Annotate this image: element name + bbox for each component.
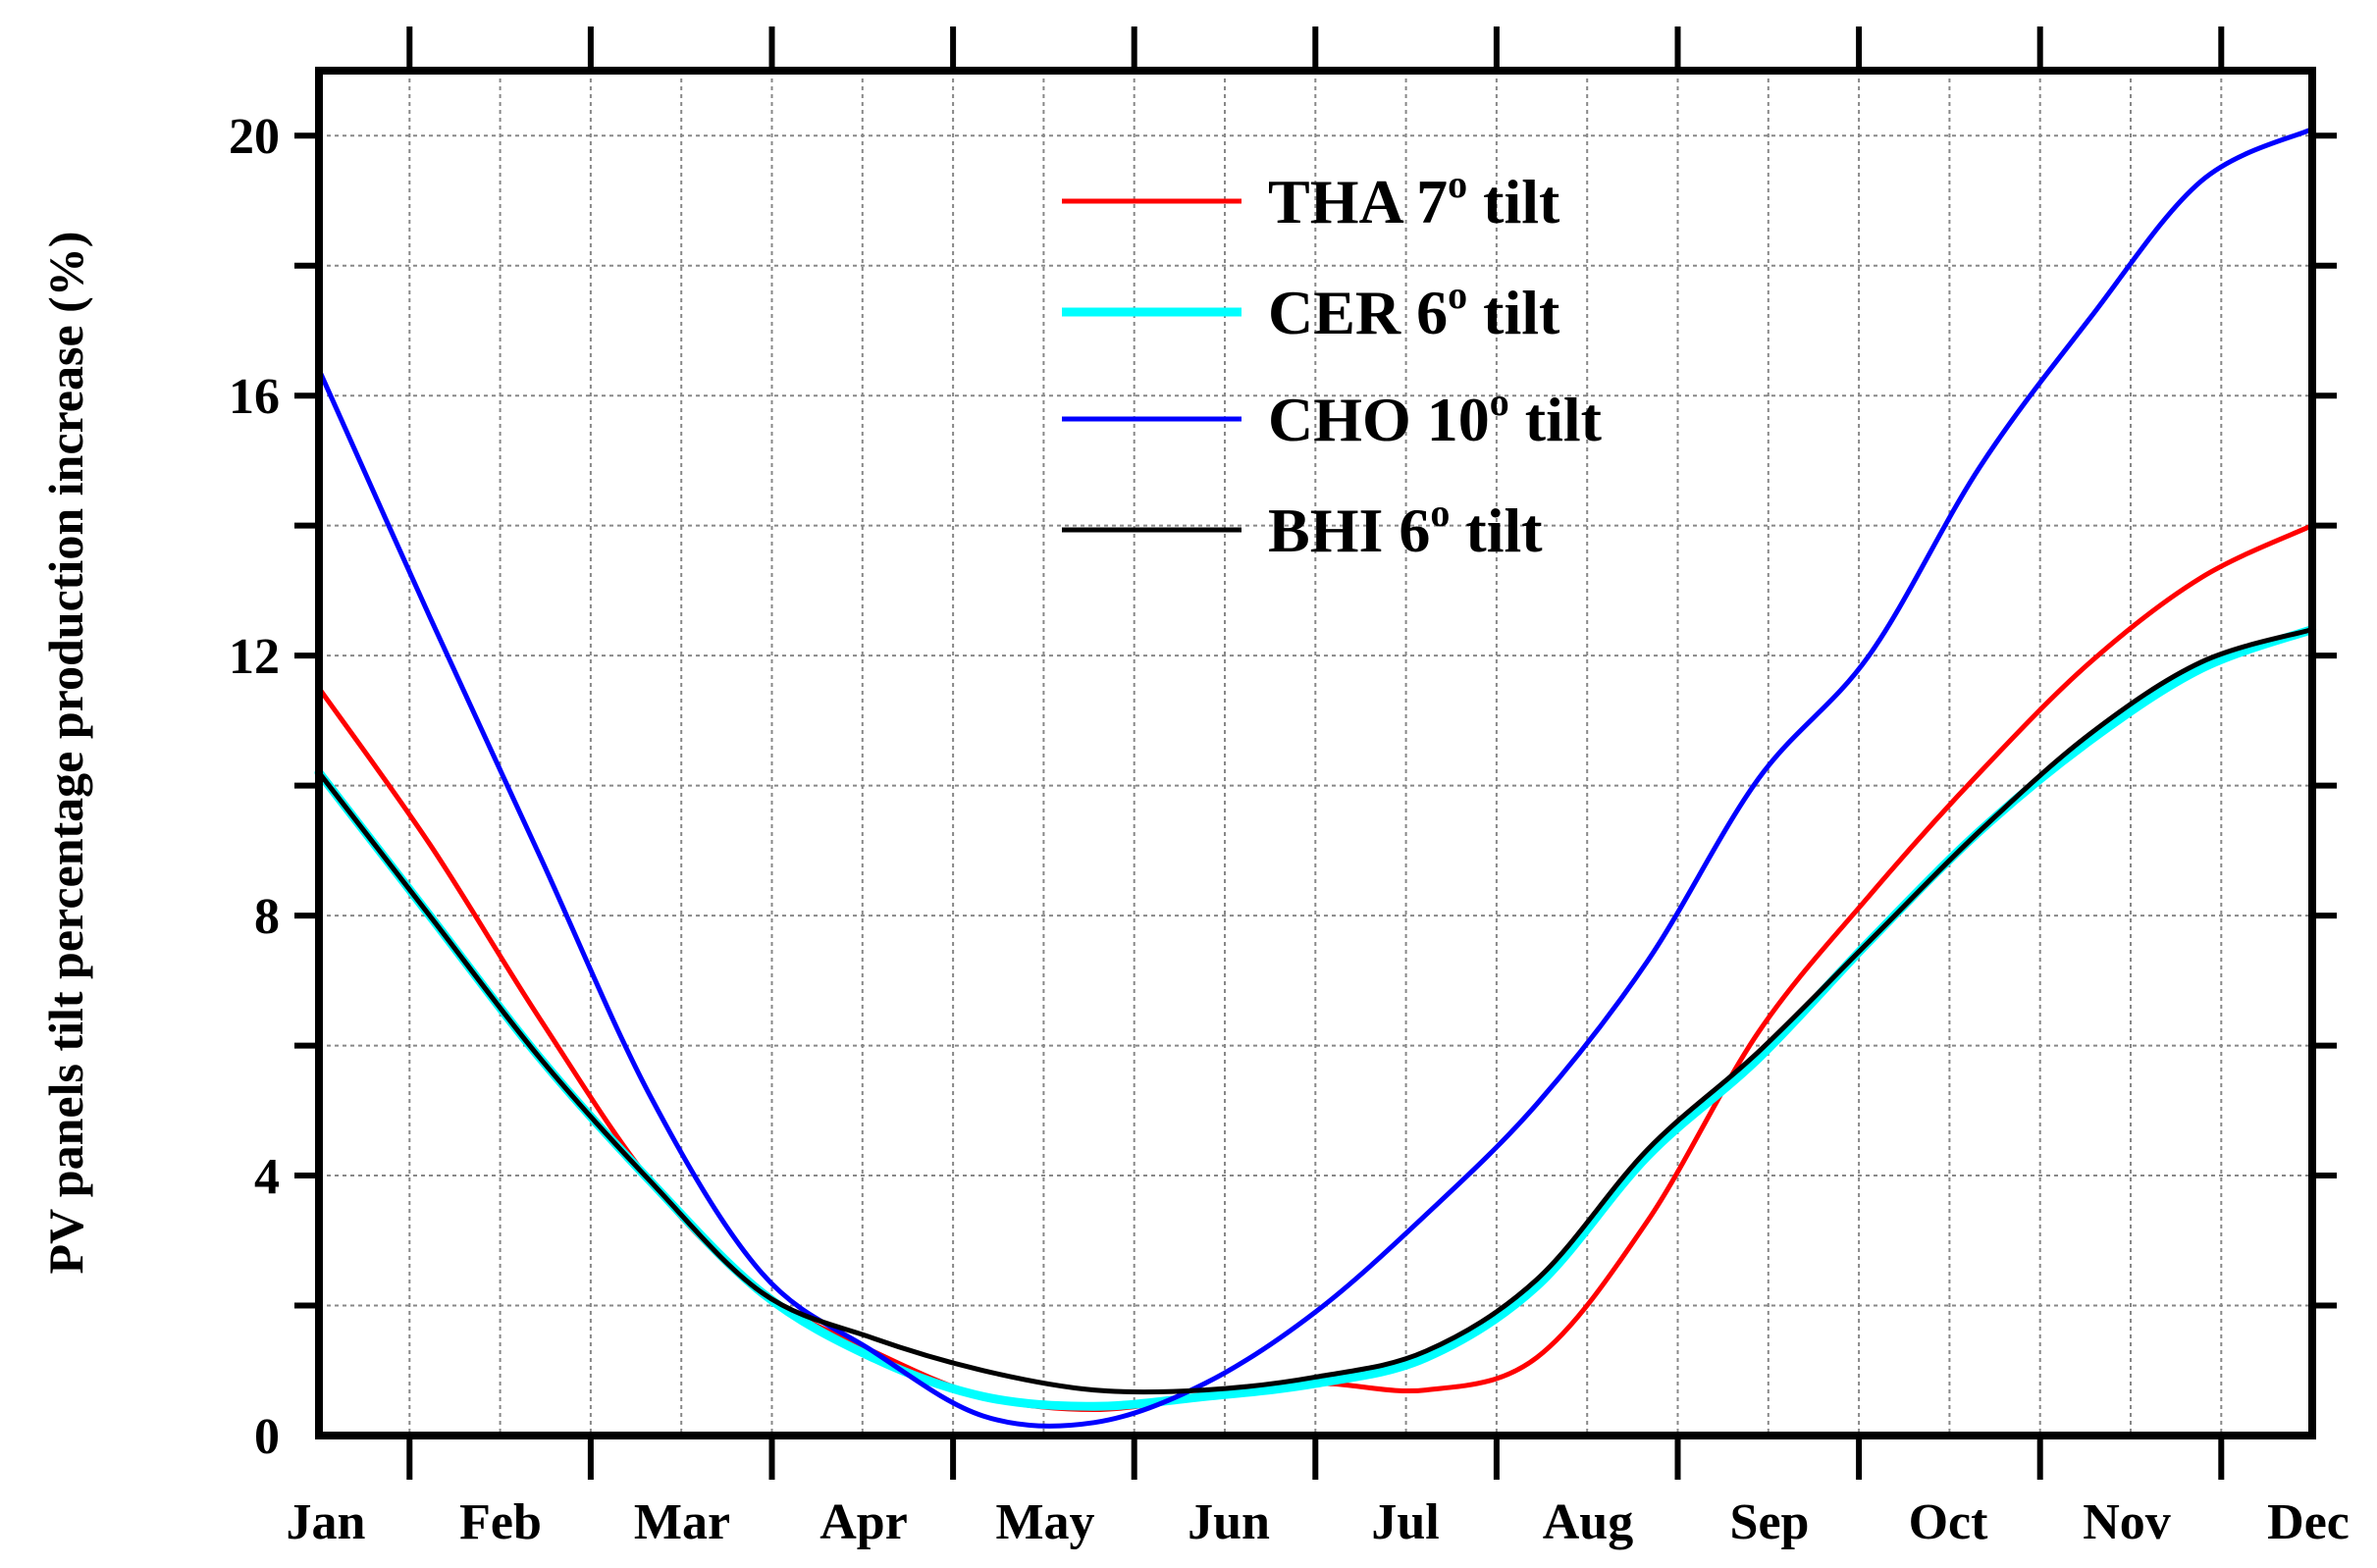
legend-label-suffix: tilt: [1467, 278, 1560, 347]
series-lines: [314, 127, 2317, 1429]
y-tick-label: 20: [229, 109, 280, 165]
legend-label-degree: o: [1490, 380, 1509, 424]
y-tick-label: 16: [229, 369, 280, 425]
gridlines: [319, 71, 2312, 1436]
y-tick-label: 4: [254, 1149, 280, 1205]
x-tick-label: Jun: [1188, 1494, 1270, 1550]
x-tick-label: Aug: [1543, 1494, 1633, 1550]
y-tick-label: 8: [254, 889, 280, 945]
legend-label-degree: o: [1448, 273, 1467, 317]
legend-label-suffix: tilt: [1509, 385, 1603, 454]
legend-label-degree: o: [1430, 491, 1450, 535]
x-tick-label: Jul: [1371, 1494, 1439, 1550]
legend-label-main: THA 7: [1268, 167, 1448, 236]
legend-label: CHO 10o tilt: [1268, 380, 1603, 454]
y-tick-label: 0: [254, 1409, 280, 1465]
legend-label: THA 7o tilt: [1268, 162, 1560, 236]
x-tick-label: Oct: [1909, 1494, 1989, 1550]
legend-label-main: BHI 6: [1268, 496, 1430, 565]
legend-label: CER 6o tilt: [1268, 273, 1560, 347]
x-tick-label: Sep: [1730, 1494, 1810, 1550]
y-tick-label: 12: [229, 629, 280, 685]
x-tick-label: Mar: [634, 1494, 730, 1550]
x-tick-label: Nov: [2083, 1494, 2171, 1550]
legend-label-main: CHO 10: [1268, 385, 1490, 454]
series-line-bhi-6: [316, 627, 2315, 1395]
legend-label-degree: o: [1448, 162, 1467, 206]
legend-label-main: CER 6: [1268, 278, 1448, 347]
x-tick-label: Apr: [819, 1494, 908, 1550]
x-tick-label: Jan: [287, 1494, 366, 1550]
y-axis-label: PV panels tilt percentage production inc…: [38, 232, 93, 1275]
series-line-cho-10: [316, 127, 2315, 1429]
x-tick-label: Dec: [2267, 1494, 2350, 1550]
legend-label-suffix: tilt: [1467, 167, 1560, 236]
legend-label-suffix: tilt: [1450, 496, 1543, 565]
tick-labels: 0 4 8 12 16 20 Jan Feb Mar Apr May Jun Jul Aug Sep Oct N…: [229, 109, 2350, 1550]
legend-label: BHI 6o tilt: [1268, 491, 1543, 565]
x-tick-label: Feb: [459, 1494, 542, 1550]
x-tick-label: May: [995, 1494, 1094, 1550]
axis-ticks: [294, 26, 2337, 1480]
